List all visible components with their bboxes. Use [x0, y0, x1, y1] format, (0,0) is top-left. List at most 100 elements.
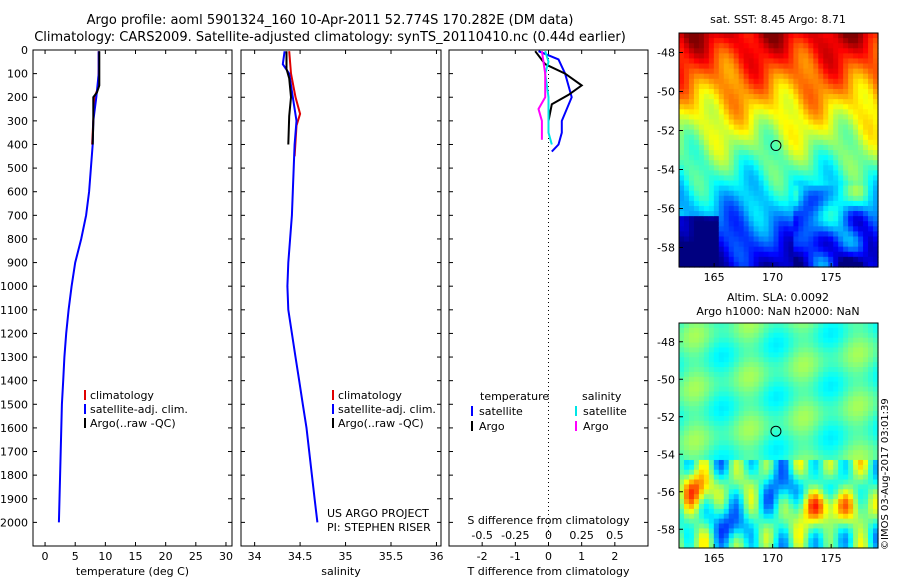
heatmap-cell	[773, 479, 780, 486]
heatmap-cell	[853, 455, 859, 461]
heatmap-cell	[798, 391, 804, 397]
heatmap-cell	[838, 381, 844, 388]
heatmap-cell	[828, 99, 834, 105]
heatmap-cell	[838, 73, 844, 80]
heatmap-cell	[753, 415, 760, 422]
heatmap-cell	[713, 528, 720, 534]
heatmap-cell	[679, 533, 685, 539]
heatmap-cell	[828, 371, 834, 378]
heatmap-cell	[748, 211, 755, 217]
heatmap-cell	[813, 533, 819, 539]
heatmap-cell	[778, 464, 785, 471]
heatmap-cell	[763, 241, 770, 248]
heatmap-cell	[723, 489, 730, 495]
heatmap-cell	[708, 63, 715, 70]
heatmap-cell	[753, 362, 760, 368]
heatmap-cell	[778, 494, 785, 500]
heatmap-cell	[783, 88, 790, 95]
heatmap-cell	[828, 508, 834, 515]
heatmap-cell	[698, 401, 705, 407]
heatmap-cell	[813, 124, 819, 131]
heatmap-cell	[698, 513, 705, 520]
heatmap-cell	[748, 347, 755, 353]
heatmap-cell	[813, 205, 819, 212]
heatmap-cell	[679, 479, 685, 486]
heatmap-cell	[788, 474, 795, 481]
heatmap-cell	[803, 78, 809, 85]
heatmap-cell	[803, 518, 809, 525]
heatmap-cell	[778, 499, 785, 505]
heatmap-cell	[838, 523, 844, 530]
heatmap-cell	[853, 139, 859, 146]
heatmap-cell	[683, 73, 690, 80]
heatmap-cell	[793, 180, 799, 187]
heatmap-cell	[778, 411, 785, 417]
heatmap-cell	[798, 518, 804, 525]
heatmap-cell	[683, 205, 690, 212]
heatmap-cell	[713, 155, 720, 161]
heatmap-cell	[748, 99, 755, 105]
y-tick-label: -52	[657, 411, 675, 424]
heatmap-cell	[823, 435, 829, 441]
heatmap-cell	[843, 445, 849, 451]
heatmap-cell	[783, 155, 790, 161]
heatmap-cell	[693, 376, 700, 383]
heatmap-cell	[783, 63, 790, 70]
heatmap-cell	[778, 33, 785, 39]
heatmap-cell	[843, 170, 849, 177]
heatmap-cell	[788, 347, 795, 353]
heatmap-cell	[753, 200, 760, 207]
heatmap-cell	[813, 94, 819, 100]
heatmap-cell	[838, 236, 844, 243]
heatmap-cell	[858, 221, 864, 227]
heatmap-cell	[693, 180, 700, 187]
heatmap-cell	[863, 371, 869, 378]
secondary-axis-label: S difference from climatology	[467, 514, 630, 527]
heatmap-cell	[688, 455, 695, 461]
heatmap-cell	[683, 68, 690, 75]
heatmap-cell	[828, 119, 834, 126]
heatmap-cell	[793, 401, 799, 407]
heatmap-cell	[753, 246, 760, 253]
heatmap-cell	[683, 411, 690, 417]
x-tick-label: 2	[611, 550, 618, 563]
heatmap-cell	[738, 323, 745, 329]
heatmap-cell	[848, 180, 854, 187]
plot-frame-2	[240, 49, 442, 547]
heatmap-cell	[768, 48, 775, 54]
heatmap-cell	[808, 256, 814, 263]
heatmap-cell	[743, 415, 750, 422]
heatmap-cell	[753, 109, 760, 115]
heatmap-cell	[818, 342, 824, 349]
heatmap-cell	[833, 256, 839, 263]
heatmap-cell	[758, 381, 765, 388]
heatmap-cell	[768, 440, 775, 446]
heatmap-cell	[858, 165, 864, 171]
heatmap-cell	[763, 73, 770, 80]
heatmap-cell	[823, 48, 829, 54]
heatmap-cell	[773, 518, 780, 525]
heatmap-cell	[868, 63, 874, 70]
heatmap-cell	[693, 190, 700, 197]
heatmap-cell	[838, 528, 844, 534]
heatmap-cell	[858, 114, 864, 121]
heatmap-cell	[679, 494, 685, 500]
heatmap-cell	[743, 474, 750, 481]
heatmap-cell	[698, 523, 705, 530]
heatmap-cell	[713, 474, 720, 481]
heatmap-cell	[838, 401, 844, 407]
heatmap-cell	[688, 155, 695, 161]
heatmap-cell	[848, 411, 854, 417]
heatmap-cell	[718, 104, 725, 110]
heatmap-cell	[733, 337, 740, 344]
heatmap-cell	[688, 371, 695, 378]
heatmap-cell	[793, 185, 799, 192]
heatmap-cell	[743, 200, 750, 207]
heatmap-cell	[693, 332, 700, 339]
heatmap-cell	[783, 352, 790, 358]
heatmap-cell	[688, 381, 695, 388]
heatmap-cell	[713, 337, 720, 344]
heatmap-cell	[679, 94, 685, 100]
heatmap-cell	[713, 68, 720, 75]
heatmap-cell	[708, 134, 715, 141]
